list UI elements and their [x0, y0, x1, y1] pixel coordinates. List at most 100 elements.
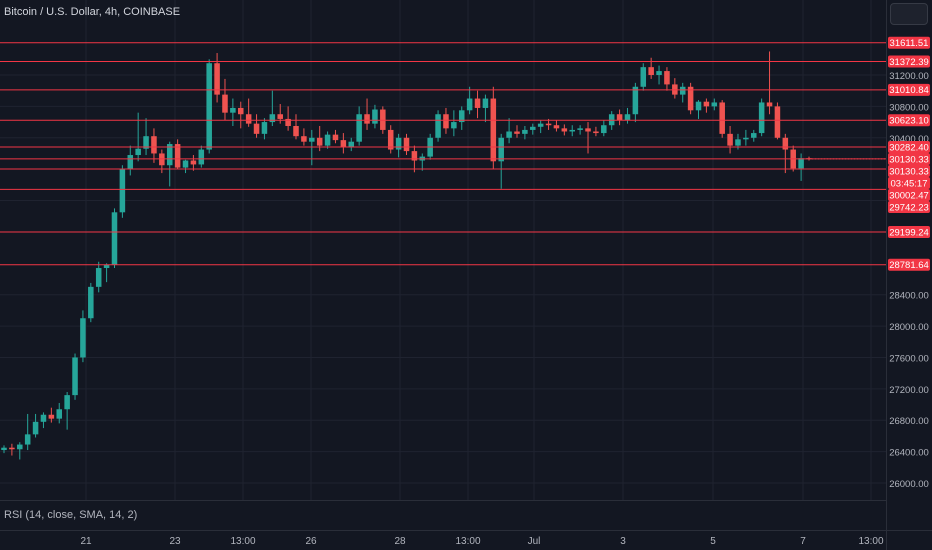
- candle: [656, 65, 662, 85]
- candle-body: [545, 123, 552, 126]
- top-right-control[interactable]: [890, 3, 928, 25]
- grid: [0, 0, 886, 500]
- time-tick-label: 5: [710, 536, 716, 547]
- candle-body: [695, 101, 702, 111]
- chart-title: Bitcoin / U.S. Dollar, 4h, COINBASE: [4, 6, 181, 18]
- candle-body: [238, 107, 244, 115]
- candle: [711, 98, 718, 111]
- candle: [601, 120, 607, 137]
- candle-body: [395, 137, 402, 150]
- time-tick-label: 28: [394, 536, 406, 547]
- candle: [40, 412, 47, 429]
- candle: [695, 100, 702, 119]
- badge-label: 29199.24: [889, 227, 929, 238]
- candle: [419, 153, 426, 171]
- candle: [490, 86, 497, 170]
- price-tick-label: 26000.00: [889, 479, 929, 490]
- candle: [640, 63, 647, 91]
- candle-body: [443, 114, 449, 129]
- badge-label: 30130.33: [889, 154, 929, 165]
- badge-background: [888, 200, 930, 213]
- candle-body: [261, 122, 268, 134]
- badge-background: [888, 176, 930, 189]
- time-tick-label: 23: [169, 536, 181, 547]
- candle: [340, 133, 347, 154]
- candle-body: [624, 114, 631, 121]
- level-price-badge: 29742.23: [888, 200, 930, 213]
- candle-body: [553, 125, 560, 129]
- candle-body: [774, 106, 781, 138]
- candle: [545, 118, 552, 130]
- badge-background: [888, 258, 930, 271]
- badge-label: 31010.84: [889, 85, 929, 96]
- price-tick-label: 31200.00: [889, 71, 929, 82]
- candle: [719, 100, 725, 138]
- candle-body: [411, 151, 418, 161]
- candle-body: [561, 128, 568, 132]
- candle: [48, 407, 55, 423]
- price-tick-label: 28400.00: [889, 291, 929, 302]
- badge-label: 30623.10: [889, 116, 929, 127]
- badge-background: [888, 188, 930, 201]
- candle: [143, 118, 149, 156]
- level-price-badge: 30002.47: [888, 188, 930, 201]
- time-tick-label: Jul: [528, 536, 541, 547]
- candle: [372, 104, 378, 129]
- candle: [522, 126, 528, 140]
- candle: [253, 114, 260, 138]
- candle-body: [316, 137, 323, 146]
- candle-body: [198, 149, 205, 165]
- candle: [285, 106, 291, 131]
- candle: [198, 145, 205, 168]
- candle: [435, 110, 441, 142]
- candle-body: [703, 101, 710, 107]
- candle: [182, 159, 189, 174]
- candle-body: [88, 286, 94, 319]
- price-tick-label: 26800.00: [889, 416, 929, 427]
- candle: [466, 86, 473, 115]
- badge-label: 28781.64: [889, 260, 929, 271]
- candle: [798, 153, 804, 181]
- candle-body: [798, 158, 804, 169]
- level-price-badge: 30130.33: [888, 152, 930, 165]
- pane-divider[interactable]: [0, 500, 886, 501]
- candle-body: [608, 114, 615, 126]
- candle-body: [474, 98, 481, 108]
- time-tick-label: 26: [305, 536, 317, 547]
- candle: [103, 263, 110, 283]
- candle-body: [72, 357, 78, 396]
- candle-body: [301, 136, 307, 142]
- candle: [24, 413, 31, 451]
- candle-body: [277, 114, 283, 119]
- candle: [119, 165, 126, 218]
- countdown-badge: 03:45:17: [888, 176, 930, 189]
- badge-background: [888, 164, 930, 177]
- badge-background: [888, 225, 930, 238]
- candle-body: [490, 98, 497, 162]
- candle-body: [48, 414, 55, 419]
- candle-body: [403, 137, 410, 152]
- candle: [703, 98, 710, 113]
- candle-body: [506, 131, 512, 138]
- candle: [498, 133, 504, 189]
- level-price-badge: 28781.64: [888, 258, 930, 271]
- candle-body: [166, 144, 173, 166]
- badge-label: 30002.47: [889, 190, 929, 201]
- candle-body: [514, 131, 520, 134]
- candle: [624, 107, 631, 124]
- candle-body: [324, 134, 331, 146]
- candle: [687, 82, 694, 115]
- candle: [9, 443, 15, 456]
- rsi-indicator-label[interactable]: RSI (14, close, SMA, 14, 2): [4, 509, 138, 521]
- candle-body: [332, 134, 339, 141]
- candle: [64, 391, 70, 430]
- candle-body: [103, 264, 110, 269]
- candle: [679, 82, 686, 103]
- candle-body: [687, 86, 694, 111]
- level-price-badge: 31611.51: [888, 36, 930, 49]
- time-tick-label: 13:00: [858, 536, 883, 547]
- candle: [166, 141, 173, 187]
- candle-body: [498, 137, 504, 162]
